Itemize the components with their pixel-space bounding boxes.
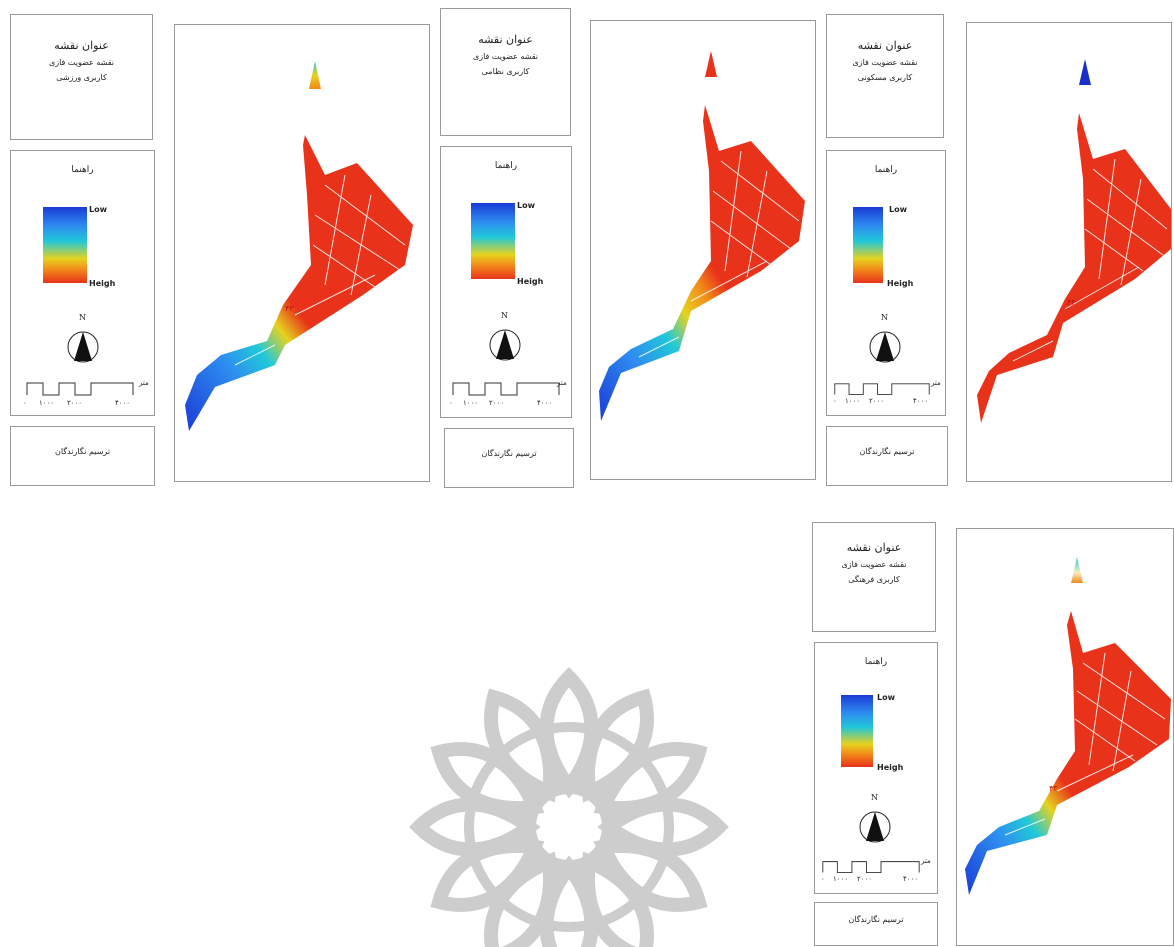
district-body — [185, 135, 413, 431]
scale-unit: متر — [921, 857, 931, 865]
scale-tick: ۱۰۰۰ — [463, 399, 479, 407]
map-area-label: ۴۳ — [1067, 298, 1076, 307]
legend-low-label: Low — [89, 205, 107, 214]
north-arrow-icon — [489, 329, 521, 361]
legend-high-label: Heigh — [887, 279, 914, 288]
district-body — [977, 113, 1171, 423]
map-title-line1: نقشه عضویت فازی — [852, 58, 918, 67]
legend-gradient — [841, 695, 873, 767]
scale-tick: ۲۰۰۰ — [67, 399, 83, 407]
north-label: N — [79, 313, 86, 322]
district-body — [965, 611, 1171, 895]
scale-tick: ۱۰۰۰ — [833, 875, 849, 883]
panel2-map — [590, 20, 816, 480]
scale-tick: ۱۰۰۰ — [845, 397, 861, 405]
district-north-tip — [1079, 59, 1091, 85]
credit-text: ترسیم نگارندگان — [54, 447, 111, 456]
map-title-heading: عنوان نقشه — [478, 33, 533, 46]
panel2-legend-box: راهنما Low Heigh N متر ۰ ۱۰۰۰ ۲۰۰۰ ۴۰۰۰ — [440, 146, 572, 418]
panel1-map: ۴۳ — [174, 24, 430, 482]
north-label: N — [871, 793, 878, 802]
scale-tick: ۴۰۰۰ — [115, 399, 131, 407]
panel3-map: ۴۳ — [966, 22, 1172, 482]
panel2-map-svg — [599, 51, 805, 421]
map-title-line1: نقشه عضویت فازی — [472, 52, 539, 61]
panel1-map-svg: ۴۳ — [185, 61, 413, 431]
map-title-heading: عنوان نقشه — [857, 39, 913, 52]
north-arrow-icon — [67, 331, 99, 363]
scale-tick: ۰ — [821, 875, 825, 883]
scale-tick: ۲۰۰۰ — [857, 875, 873, 883]
scale-bar-icon — [26, 382, 134, 396]
credit-text: ترسیم نگارندگان — [481, 449, 537, 458]
scale-bar-icon — [452, 382, 560, 396]
panel4-map-svg: ۴۳ — [965, 557, 1171, 895]
scale-bar-icon — [834, 383, 930, 395]
legend-low-label: Low — [889, 205, 907, 214]
scale-tick: ۰ — [449, 399, 453, 407]
legend-title: راهنما — [494, 161, 518, 171]
scale-unit: متر — [139, 379, 149, 387]
legend-low-label: Low — [517, 201, 535, 210]
panel3-credit-box: ترسیم نگارندگان — [826, 426, 948, 486]
scale-tick: ۲۰۰۰ — [869, 397, 885, 405]
scale-tick: ۴۰۰۰ — [913, 397, 929, 405]
panel2-title-box: عنوان نقشه نقشه عضویت فازی کاربری نظامی — [440, 8, 571, 136]
scale-unit: متر — [557, 379, 567, 387]
panel3-title-box: عنوان نقشه نقشه عضویت فازی کاربری مسکونی — [826, 14, 944, 138]
scale-tick: ۲۰۰۰ — [489, 399, 505, 407]
map-title-line2: کاربری مسکونی — [857, 73, 913, 82]
map-title-heading: عنوان نقشه — [54, 39, 109, 52]
north-arrow-icon — [869, 331, 901, 363]
panel4-title-box: عنوان نقشه نقشه عضویت فازی کاربری فرهنگی — [812, 522, 936, 632]
legend-title: راهنما — [874, 165, 898, 175]
scale-tick: ۰ — [23, 399, 27, 407]
map-title-line2: کاربری نظامی — [481, 67, 530, 76]
rosette-ornament-icon — [338, 667, 800, 947]
credit-text: ترسیم نگارندگان — [859, 447, 915, 456]
map-title-line2: کاربری ورزشی — [56, 73, 107, 82]
scale-tick: ۰ — [833, 397, 837, 405]
legend-high-label: Heigh — [877, 763, 904, 772]
scale-tick: ۱۰۰۰ — [39, 399, 55, 407]
panel4-map: ۴۳ — [956, 528, 1174, 946]
legend-gradient — [471, 203, 515, 279]
map-area-label: ۴۳ — [1049, 784, 1058, 793]
district-north-tip — [309, 61, 321, 89]
panel4-legend-box: راهنما Low Heigh N متر ۰ ۱۰۰۰ ۲۰۰۰ ۴۰۰۰ — [814, 642, 938, 894]
legend-gradient — [43, 207, 87, 283]
district-north-tip — [1071, 557, 1083, 583]
north-arrow-icon — [859, 811, 891, 843]
north-label: N — [501, 311, 508, 320]
scale-unit: متر — [931, 379, 941, 387]
legend-title: راهنما — [71, 165, 94, 175]
legend-high-label: Heigh — [89, 279, 116, 288]
scale-tick: ۴۰۰۰ — [903, 875, 919, 883]
panel3-map-svg: ۴۳ — [977, 59, 1171, 423]
panel1-credit-box: ترسیم نگارندگان — [10, 426, 155, 486]
panel1-title-box: عنوان نقشه نقشه عضویت فازی کاربری ورزشی — [10, 14, 153, 140]
district-body — [599, 105, 805, 421]
map-area-label: ۴۳ — [285, 304, 294, 313]
north-label: N — [881, 313, 888, 322]
map-title-line1: نقشه عضویت فازی — [48, 58, 115, 67]
scale-tick: ۴۰۰۰ — [537, 399, 553, 407]
panel1-legend-box: راهنما Low Heigh N متر ۰ ۱۰۰۰ ۲۰۰۰ ۴۰۰۰ — [10, 150, 155, 416]
legend-low-label: Low — [877, 693, 895, 702]
map-title-heading: عنوان نقشه — [846, 541, 902, 554]
legend-title: راهنما — [864, 657, 888, 667]
panel4-credit-box: ترسیم نگارندگان — [814, 902, 938, 946]
credit-text: ترسیم نگارندگان — [848, 915, 904, 924]
legend-high-label: Heigh — [517, 277, 544, 286]
scale-bar-icon — [822, 861, 920, 873]
panel3-legend-box: راهنما Low Heigh N متر ۰ ۱۰۰۰ ۲۰۰۰ ۴۰۰۰ — [826, 150, 946, 416]
legend-gradient — [853, 207, 883, 283]
map-title-line1: نقشه عضویت فازی — [841, 560, 907, 569]
district-north-tip — [705, 51, 717, 77]
panel2-credit-box: ترسیم نگارندگان — [444, 428, 574, 488]
map-title-line2: کاربری فرهنگی — [848, 575, 900, 584]
